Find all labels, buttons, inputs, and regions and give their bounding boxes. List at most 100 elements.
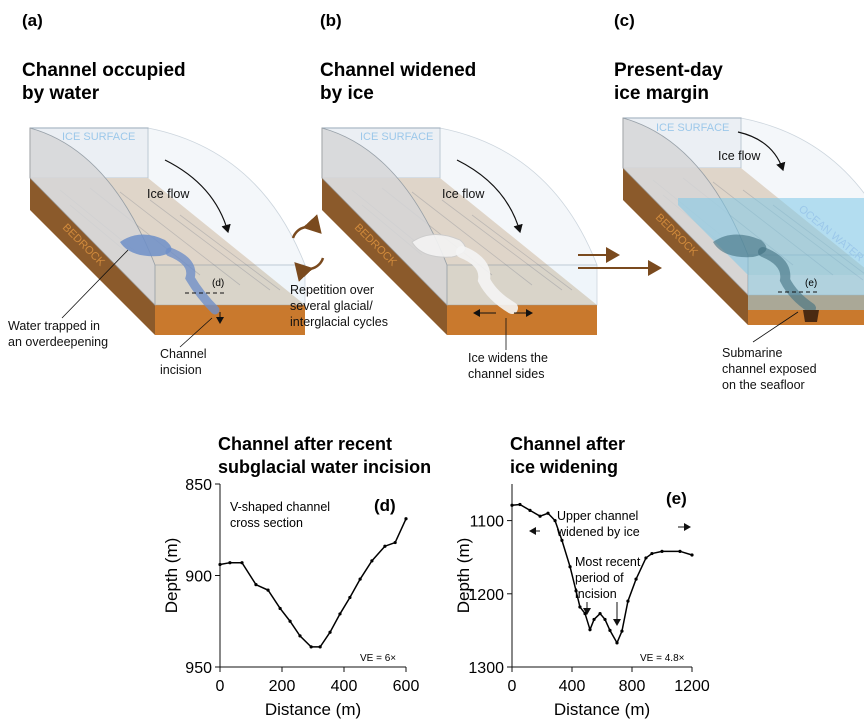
y-axis-label: Depth (m)	[162, 538, 181, 614]
y-tick-label: 850	[185, 477, 212, 494]
data-point	[615, 641, 619, 645]
data-point	[598, 611, 602, 616]
data-point	[634, 577, 638, 581]
chart-title-line: Channel after	[510, 434, 625, 454]
data-point	[266, 588, 270, 592]
panel-label: (c)	[614, 11, 635, 30]
x-tick-label: 0	[508, 678, 517, 695]
annotation: VE = 4.8×	[640, 653, 685, 664]
data-point	[288, 619, 292, 623]
data-point	[608, 628, 612, 633]
data-point	[370, 559, 374, 563]
annotation-arrows	[529, 523, 691, 626]
data-point	[603, 617, 607, 622]
data-point	[510, 503, 514, 507]
panel-label: (b)	[320, 11, 342, 30]
annotation: (e)	[666, 489, 687, 508]
ice-flow-label: Ice flow	[147, 187, 190, 201]
section-label: (e)	[805, 278, 817, 289]
annotation-line: (e)	[666, 489, 687, 508]
data-point	[644, 556, 648, 560]
section-label: (d)	[212, 278, 224, 289]
x-tick-label: 400	[331, 678, 358, 695]
data-point	[538, 514, 542, 518]
annotation-line: VE = 6×	[360, 653, 396, 664]
data-point	[583, 611, 587, 616]
y-tick-label: 950	[185, 660, 212, 677]
panel-label: (a)	[22, 11, 43, 30]
callout: Submarine channel exposed on the seafloor	[722, 346, 817, 392]
data-point	[278, 606, 282, 611]
panel-title: Channel occupied by water	[22, 60, 186, 104]
panel-b: (b) Channel widened by ice ICE SURFACE Ic…	[320, 11, 598, 381]
y-axis-label: Depth (m)	[454, 538, 473, 614]
panel-a: (a) Channel occupied by water ICE SURFACE…	[8, 11, 306, 377]
data-point	[678, 549, 682, 553]
chart-title-line: Channel after recent	[218, 434, 392, 454]
data-point	[218, 562, 222, 567]
repetition-cycle: Repetition over several glacial/interglac…	[290, 214, 388, 329]
data-point	[592, 617, 596, 622]
annotation-line: V-shaped channel	[230, 500, 330, 514]
panel-c: (c) Present-day ice margin ICE SURFACE Ic…	[614, 11, 864, 392]
annotation-line: VE = 4.8×	[640, 653, 685, 664]
annotation-line: widened by ice	[556, 525, 640, 539]
annotation: Most recent period of incision	[575, 555, 641, 601]
data-point	[309, 645, 313, 649]
data-point	[660, 549, 664, 553]
transition-arrows	[578, 247, 662, 276]
annotation: VE = 6×	[360, 653, 396, 664]
callout: Water trapped in an overdeepening	[8, 319, 108, 349]
chart-title-line: subglacial water incision	[218, 457, 431, 477]
data-point	[568, 565, 572, 569]
annotation-line: period of	[575, 571, 624, 585]
callout: Channel incision	[160, 347, 207, 377]
data-point	[553, 519, 557, 523]
data-point	[690, 553, 694, 557]
annotation: V-shaped channel cross section	[230, 500, 330, 530]
data-point	[383, 544, 387, 548]
ice-flow-label: Ice flow	[442, 187, 485, 201]
x-tick-label: 600	[393, 678, 420, 695]
data-point	[240, 561, 244, 565]
panel-title: Channel widened by ice	[320, 60, 476, 104]
data-point	[228, 561, 232, 565]
x-tick-label: 0	[216, 678, 225, 695]
data-point	[358, 577, 362, 581]
data-point	[650, 551, 654, 556]
annotation-line: Most recent	[575, 555, 641, 569]
ice-surface-label: ICE SURFACE	[62, 131, 135, 143]
panel-title: Present-day ice margin	[614, 60, 723, 104]
data-point	[318, 645, 322, 649]
data-point	[546, 511, 550, 515]
data-point	[620, 629, 624, 633]
x-axis-label: Distance (m)	[554, 700, 650, 719]
data-point	[528, 508, 532, 512]
annotation: (d)	[374, 496, 396, 515]
data-point	[560, 538, 564, 542]
y-tick-label: 1100	[470, 514, 505, 531]
data-point	[518, 502, 522, 507]
data-point	[574, 589, 578, 593]
x-tick-label: 800	[619, 678, 646, 695]
data-point	[626, 599, 630, 603]
repetition-text: Repetition over several glacial/interglac…	[290, 283, 388, 329]
annotation: Upper channel widened by ice	[556, 509, 640, 539]
y-tick-label: 900	[185, 569, 212, 586]
annotation-line: cross section	[230, 516, 303, 530]
ice-flow-label: Ice flow	[718, 149, 761, 163]
data-point	[393, 540, 397, 545]
data-point	[578, 605, 582, 609]
data-point	[298, 634, 302, 638]
x-tick-label: 200	[269, 678, 296, 695]
data-point	[348, 595, 352, 600]
x-tick-label: 400	[559, 678, 586, 695]
annotation-line: (d)	[374, 496, 396, 515]
y-tick-label: 1300	[468, 660, 504, 677]
data-point	[338, 612, 342, 616]
data-point	[328, 630, 332, 634]
chart-title: Channel after recent subglacial water inc…	[218, 434, 431, 477]
annotation-line: incision	[575, 587, 617, 601]
x-tick-label: 1200	[674, 678, 710, 695]
ice-surface-label: ICE SURFACE	[360, 131, 433, 143]
